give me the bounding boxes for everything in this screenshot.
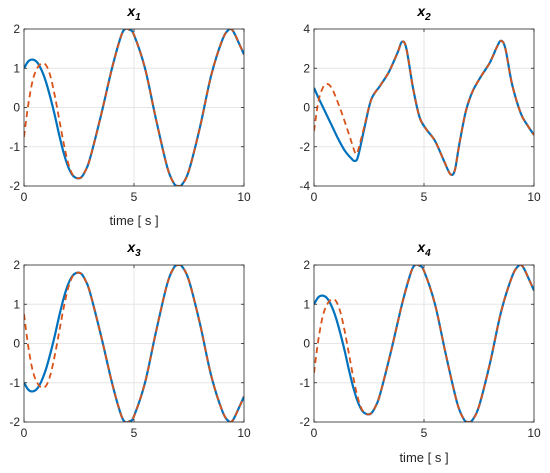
y-tick-label: -2: [299, 415, 310, 429]
x-tick-label: 0: [311, 426, 318, 440]
y-tick-label: 2: [13, 22, 20, 36]
subplot-x4: x4 time [ s ] 0 5 10 -2 -1 0 1 2: [299, 239, 541, 465]
y-tick-label: -4: [299, 179, 310, 193]
y-tick-label: 2: [303, 258, 310, 272]
subplot-title: x4: [416, 239, 431, 259]
subplot-x3: x3 0 5 10 -2 -1 0 1 2: [9, 239, 251, 440]
subplot-title: x1: [126, 3, 141, 23]
x-axis-label: time [ s ]: [109, 213, 158, 228]
y-tick-label: -2: [9, 415, 20, 429]
x-tick-label: 10: [237, 426, 251, 440]
x-tick-label: 0: [311, 190, 318, 204]
series-line-dashed: [314, 265, 534, 422]
y-tick-label: -2: [9, 179, 20, 193]
subplot-x2: x2 0 5 10 -4 -2 0 2 4: [299, 3, 541, 204]
x-tick-label: 0: [21, 190, 28, 204]
subplot-title: x2: [416, 3, 431, 23]
subplot-x1: x1 time [ s ] 0 5 10 -2 -1 0 1 2: [9, 3, 251, 228]
x-tick-label: 5: [131, 190, 138, 204]
y-tick-label: 0: [303, 101, 310, 115]
y-tick-label: 1: [13, 61, 20, 75]
x-tick-label: 5: [421, 190, 428, 204]
series-line-dashed: [314, 39, 534, 176]
y-tick-label: 0: [13, 101, 20, 115]
y-tick-label: -1: [9, 140, 20, 154]
y-tick-label: 1: [303, 297, 310, 311]
y-tick-label: 2: [303, 61, 310, 75]
x-tick-label: 10: [527, 190, 541, 204]
x-tick-label: 5: [421, 426, 428, 440]
x-tick-label: 10: [527, 426, 541, 440]
x-tick-label: 0: [21, 426, 28, 440]
y-tick-label: 0: [13, 337, 20, 351]
y-tick-label: 1: [13, 297, 20, 311]
y-tick-label: 2: [13, 258, 20, 272]
series-line-dashed: [24, 265, 244, 422]
x-tick-label: 5: [131, 426, 138, 440]
y-tick-label: -1: [9, 376, 20, 390]
y-tick-label: 4: [303, 22, 310, 36]
x-axis-label: time [ s ]: [399, 450, 448, 465]
y-tick-label: 0: [303, 337, 310, 351]
y-tick-label: -2: [299, 140, 310, 154]
x-tick-label: 10: [237, 190, 251, 204]
subplot-title: x3: [126, 239, 141, 259]
y-tick-label: -1: [299, 376, 310, 390]
series-line-dashed: [24, 29, 244, 186]
